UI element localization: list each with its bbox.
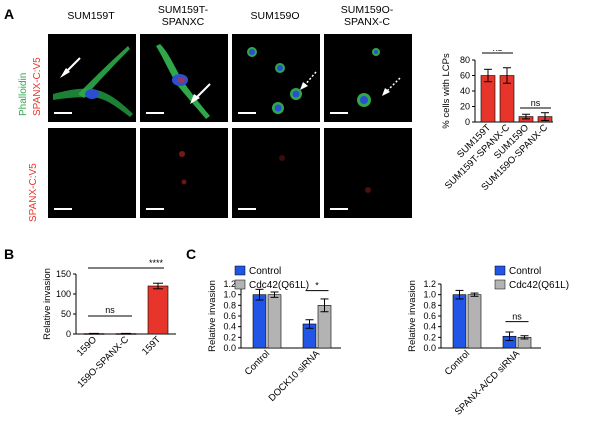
micrograph-sum159t-merge	[48, 34, 136, 122]
y-tick-label: 0.4	[423, 322, 436, 332]
chart-c1: 0.00.20.40.60.81.01.2 Relative invasion Co…	[207, 265, 341, 404]
micrograph-sum159t-spanxc-v5	[140, 128, 228, 218]
y-tick-label: 0.0	[423, 343, 436, 353]
y-tick-label: 0.2	[223, 332, 236, 342]
x-tick-label: 159O	[75, 334, 99, 358]
y-tick-label: 0.2	[423, 332, 436, 342]
significance-label: ****	[149, 258, 164, 268]
row-label-bottom: SPANX-C:V5	[28, 163, 39, 222]
x-tick-label: Control	[243, 348, 272, 377]
micrograph-sum159o-merge	[232, 34, 320, 122]
spanx-v5-label-top: SPANX-C:V5	[32, 57, 43, 116]
row-label-top-red: SPANX-C:V5	[32, 57, 43, 116]
y-tick-label: 40	[460, 86, 470, 96]
scale-bar	[330, 208, 348, 210]
x-tick-label: Control	[443, 348, 472, 377]
y-tick-label: 0	[465, 117, 470, 127]
panel-letter-b: B	[4, 246, 15, 262]
legend-swatch	[494, 279, 506, 290]
y-axis-label: Relative invasion	[207, 280, 218, 352]
y-axis-label: Relative invasion	[407, 280, 418, 352]
y-tick-label: 1.0	[423, 290, 436, 300]
chart-c2: 0.00.20.40.60.81.01.2 Relative invasion Co…	[407, 265, 569, 418]
y-tick-label: 0.6	[423, 311, 436, 321]
y-tick-label: 150	[56, 269, 71, 279]
y-tick-label: 80	[460, 55, 470, 65]
scale-bar	[146, 208, 164, 210]
row-label-top: Phalloidin	[18, 73, 29, 116]
scale-bar	[238, 208, 256, 210]
y-tick-label: 60	[460, 71, 470, 81]
y-tick-label: 0.4	[223, 322, 236, 332]
bar	[467, 294, 482, 349]
phalloidin-label: Phalloidin	[18, 72, 29, 116]
legend-label: Control	[249, 266, 281, 277]
legend-label: Cdc42(Q61L)	[249, 280, 309, 291]
y-tick-label: 1.2	[423, 279, 436, 289]
significance-label: ns	[493, 50, 503, 53]
y-tick-label: 0	[66, 329, 71, 339]
scale-bar	[146, 112, 164, 114]
panel-letter-a: A	[4, 6, 15, 22]
y-tick-label: 20	[460, 102, 470, 112]
panel-letter-c: C	[186, 246, 197, 262]
y-tick-label: 1.0	[223, 290, 236, 300]
dashed-arrow-icon	[303, 71, 317, 87]
x-tick-label: 159T	[140, 334, 163, 357]
significance-label: ns	[105, 305, 115, 315]
column-header-1: SUM159T	[67, 10, 115, 22]
scale-bar	[330, 112, 348, 114]
column-header-4: SUM159O- SPANX-C	[340, 4, 394, 28]
legend-swatch	[234, 279, 246, 290]
significance-label: *	[315, 281, 319, 291]
micrograph-sum159o-spanxc-v5	[324, 128, 412, 218]
significance-label: ns	[531, 98, 541, 108]
scale-bar	[54, 208, 72, 210]
y-axis-label: Relative invasion	[42, 268, 53, 340]
y-tick-label: 50	[61, 309, 71, 319]
column-header-3: SUM159O	[250, 10, 300, 22]
legend-swatch	[494, 265, 506, 276]
micrograph-sum159t-spanxc-merge	[140, 34, 228, 122]
bar	[480, 75, 496, 123]
bar	[452, 294, 467, 349]
x-tick-label: DOCK10 siRNA	[267, 348, 323, 404]
y-tick-label: 1.2	[223, 279, 236, 289]
scale-bar	[54, 112, 72, 114]
scale-bar	[238, 112, 256, 114]
y-tick-label: 0.8	[223, 300, 236, 310]
y-tick-label: 100	[56, 289, 71, 299]
y-tick-label: 0.6	[223, 311, 236, 321]
legend-label: Control	[509, 266, 541, 277]
micrograph-sum159o-v5	[232, 128, 320, 218]
micrograph-sum159o-spanxc-merge	[324, 34, 412, 122]
significance-label: ns	[512, 312, 522, 322]
bar	[252, 294, 267, 349]
bar	[267, 294, 282, 349]
dashed-arrow-icon	[385, 77, 401, 93]
bar	[147, 285, 169, 335]
y-axis-label: % cells with LCPs	[441, 53, 452, 129]
micrograph-sum159t-v5	[48, 128, 136, 218]
y-tick-label: 0.0	[223, 343, 236, 353]
column-header-2: SUM159T- SPANXC	[157, 4, 209, 28]
legend-label: Cdc42(Q61L)	[509, 280, 569, 291]
legend-swatch	[234, 265, 246, 276]
y-tick-label: 0.8	[423, 300, 436, 310]
